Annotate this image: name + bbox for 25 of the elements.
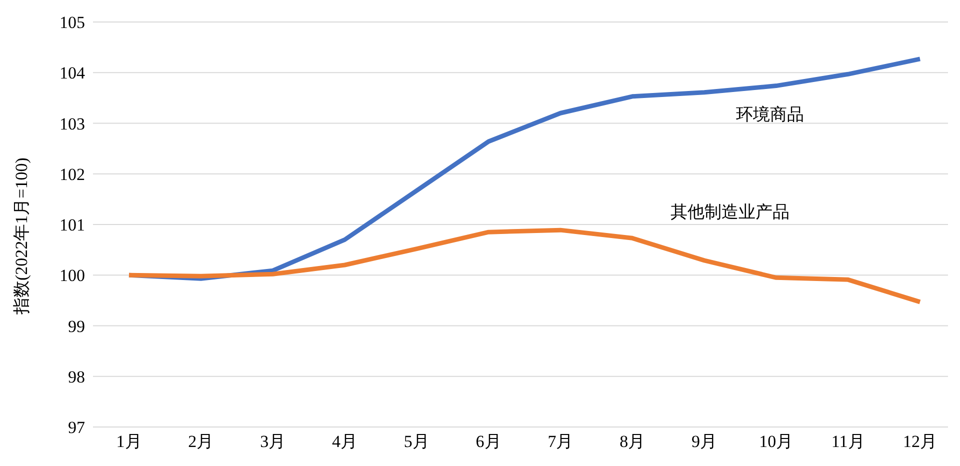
- y-tick-label: 98: [68, 367, 85, 386]
- y-tick-label: 100: [60, 266, 85, 286]
- series-label: 其他制造业产品: [670, 202, 790, 222]
- x-tick-label: 6月: [476, 432, 502, 452]
- y-tick-label: 97: [68, 418, 86, 438]
- x-tick-label: 8月: [620, 432, 646, 452]
- x-tick-label: 10月: [759, 432, 794, 452]
- x-tick-label: 12月: [903, 432, 937, 452]
- x-tick-label: 11月: [831, 432, 865, 452]
- series-label: 环境商品: [736, 104, 804, 124]
- x-tick-label: 9月: [692, 432, 718, 452]
- x-tick-label: 1月: [116, 432, 142, 452]
- y-tick-label: 104: [60, 64, 86, 83]
- y-tick-label: 99: [68, 316, 85, 336]
- x-tick-label: 3月: [260, 432, 286, 452]
- y-tick-label: 105: [60, 13, 85, 32]
- y-tick-label: 103: [60, 114, 85, 134]
- x-tick-label: 2月: [188, 432, 214, 452]
- y-tick-label: 101: [60, 216, 85, 235]
- y-axis-title: 指数(2022年1月=100): [12, 158, 32, 316]
- x-tick-label: 4月: [332, 432, 358, 452]
- line-series: [126, 228, 922, 304]
- x-tick-label: 5月: [404, 432, 430, 452]
- y-tick-label: 102: [60, 164, 85, 184]
- x-tick-label: 7月: [548, 432, 574, 452]
